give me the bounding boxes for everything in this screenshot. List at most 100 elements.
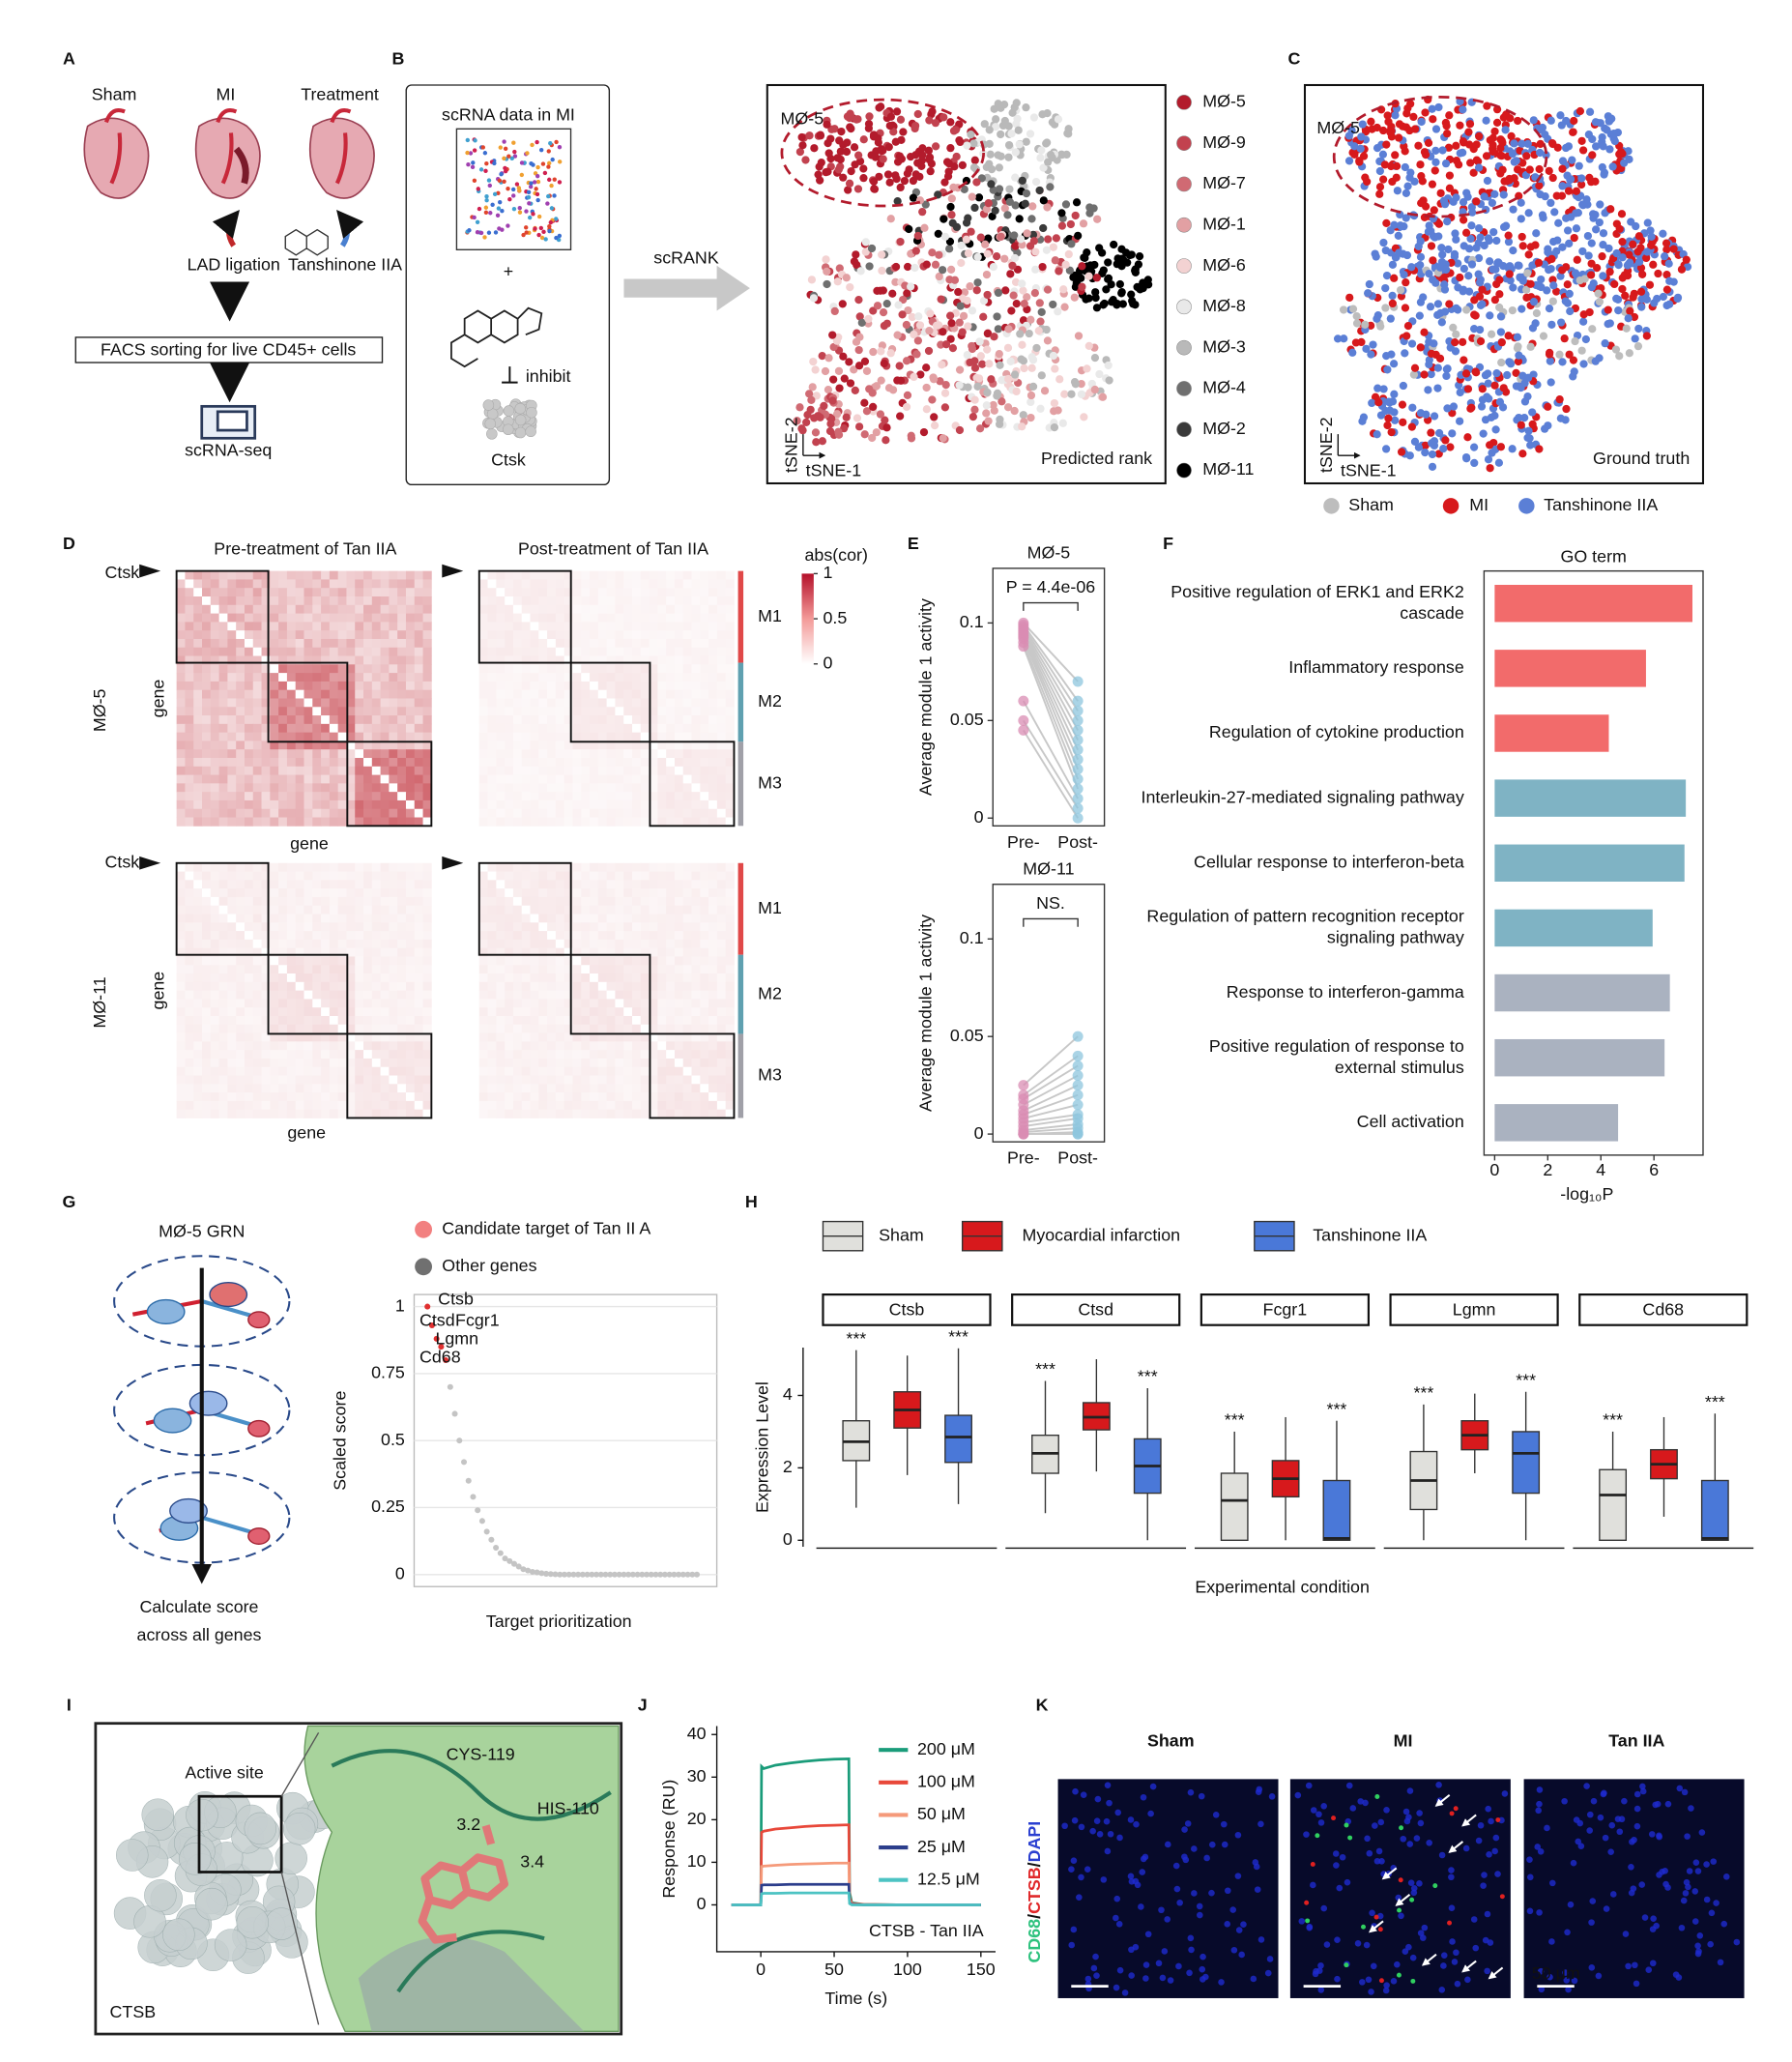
heatmap-cell [512, 783, 523, 793]
tsne-point [1428, 462, 1437, 471]
heatmap-cell [725, 613, 735, 623]
heatmap-cell [337, 871, 347, 881]
heatmap-cell [572, 596, 582, 606]
tsne-point [1430, 412, 1439, 421]
tsne-point [985, 360, 994, 368]
heatmap-cell [303, 922, 313, 932]
heatmap-cell [478, 681, 488, 691]
tsne-point [946, 118, 955, 127]
heatmap-cell [286, 774, 297, 784]
heatmap-cell [725, 715, 735, 725]
heatmap-cell [640, 758, 650, 768]
heatmap-cell [236, 741, 246, 750]
heatmap-cell [371, 579, 382, 589]
tsne-point [1459, 287, 1467, 296]
dot [536, 232, 541, 238]
tsne-point [812, 438, 821, 447]
heatmap-cell [597, 792, 608, 801]
tsne-point [851, 386, 859, 395]
dot [519, 172, 525, 178]
heatmap-cell [355, 570, 364, 580]
heatmap-cell [270, 888, 279, 898]
heatmap-cell [185, 965, 194, 974]
heatmap-cell [530, 596, 539, 606]
tsne-point [1516, 274, 1524, 282]
heatmap-cell [581, 749, 591, 759]
heatmap-cell [716, 799, 727, 810]
heatmap-cell [422, 965, 432, 974]
heatmap-cell [210, 817, 220, 827]
heatmap-cell [691, 613, 701, 623]
heatmap-cell [252, 783, 262, 793]
heatmap-cell [252, 817, 262, 827]
heatmap-cell [244, 638, 254, 649]
heatmap-cell [210, 1084, 220, 1093]
heatmap-cell [725, 596, 735, 606]
heatmap-cell [303, 681, 313, 691]
heatmap-cell [286, 1024, 297, 1033]
heatmap-cell [321, 1041, 331, 1051]
tsne-point [1617, 210, 1627, 218]
tsne-point [1522, 152, 1531, 160]
dot [535, 139, 539, 145]
tsne-point [1095, 369, 1104, 379]
heatmap-cell [487, 588, 497, 597]
tsne-point [1395, 120, 1404, 129]
heatmap-cell [422, 664, 432, 674]
tsne-point [967, 130, 975, 139]
heatmap-cell [227, 1050, 237, 1060]
tsne-point [1525, 165, 1534, 174]
heatmap-cell [581, 723, 591, 734]
heatmap-cell [716, 664, 727, 674]
heatmap-cell [355, 673, 364, 682]
heatmap-cell [405, 931, 416, 941]
heatmap-cell [202, 1058, 212, 1068]
heatmap-cell [615, 715, 624, 725]
heatmap-cell [380, 664, 390, 674]
heatmap-cell [355, 1015, 364, 1026]
heatmap-cell [329, 862, 339, 872]
heatmap-cell [363, 766, 373, 775]
heatmap-cell [363, 723, 373, 734]
heatmap-cell [270, 981, 279, 992]
heatmap-cell [716, 817, 727, 827]
heatmap-cell [193, 774, 203, 784]
heatmap-cell [185, 792, 194, 801]
tsne-point [1054, 406, 1062, 415]
heatmap-cell [725, 799, 735, 810]
tsne-point [1594, 289, 1603, 298]
heatmap-cell [286, 630, 297, 640]
label: M2 [758, 691, 782, 711]
heatmap-cell [303, 766, 313, 775]
tsne-point [1534, 258, 1544, 267]
heatmap-cell [270, 1041, 279, 1051]
heatmap-cell [286, 1015, 297, 1026]
heatmap-cell [572, 792, 582, 801]
dot [472, 215, 477, 220]
tsne-point [1577, 346, 1586, 355]
heatmap-cell [193, 758, 203, 768]
heatmap-cell [530, 588, 539, 597]
tsne-point [1637, 303, 1646, 311]
heatmap-cell [176, 981, 186, 992]
heatmap-cell [590, 664, 599, 674]
heatmap-cell [321, 999, 331, 1008]
tsne-point [1373, 143, 1382, 153]
heatmap-cell [337, 715, 347, 725]
heatmap-cell [185, 956, 194, 966]
tsne-point [1352, 319, 1362, 328]
tsne-point [1431, 125, 1441, 133]
dot [471, 160, 476, 165]
tsne-point [1544, 402, 1552, 411]
heatmap-cell [682, 715, 692, 725]
heatmap-cell [547, 783, 557, 793]
dot [533, 226, 537, 231]
heatmap-cell [193, 630, 203, 640]
heatmap-cell [397, 1015, 407, 1026]
tsne-point [918, 144, 927, 153]
tsne-point [1018, 340, 1026, 349]
heatmap-cell [691, 689, 701, 699]
heatmap-cell [405, 880, 416, 889]
heatmap-cell [380, 570, 390, 580]
